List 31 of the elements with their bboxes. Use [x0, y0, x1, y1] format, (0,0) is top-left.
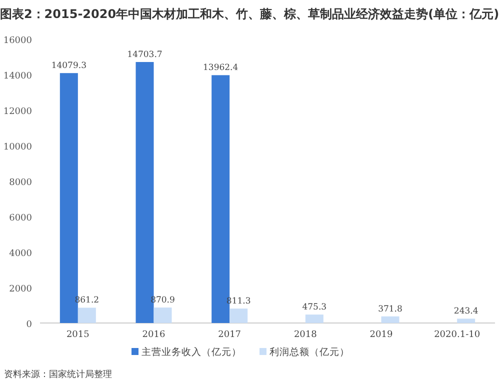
y-tick-label: 14000 — [3, 72, 32, 82]
data-label: 13962.4 — [203, 63, 238, 74]
data-label: 475.3 — [302, 302, 327, 313]
x-tick-label: 2016 — [142, 330, 166, 340]
x-tick-label: 2019 — [370, 330, 393, 340]
chart-title: 图表2：2015-2020年中国木材加工和木、竹、藤、棕、草制品业经济效益走势(单位：亿元) — [0, 7, 499, 21]
bar — [230, 308, 248, 323]
y-tick-label: 10000 — [3, 142, 32, 152]
bar — [154, 308, 172, 323]
data-label: 371.8 — [378, 304, 402, 314]
y-tick-label: 8000 — [9, 178, 32, 188]
legend-label: 主营业务收入（亿元） — [142, 346, 242, 358]
y-tick-label: 0 — [26, 320, 32, 330]
data-label: 243.4 — [454, 306, 478, 317]
y-tick-label: 16000 — [3, 36, 32, 46]
bar — [305, 314, 324, 323]
x-tick-label: 2015 — [66, 330, 90, 340]
bar — [457, 318, 476, 323]
bar — [78, 308, 96, 323]
x-tick-label: 2020.1-10 — [434, 330, 480, 340]
x-tick-label: 2018 — [294, 330, 318, 340]
y-tick-label: 6000 — [9, 214, 32, 224]
y-tick-label: 4000 — [9, 249, 32, 259]
y-tick-label: 2000 — [9, 284, 32, 294]
legend-label: 利润总额（亿元） — [270, 346, 350, 358]
bar — [381, 316, 400, 323]
data-label: 14703.7 — [127, 50, 162, 60]
x-tick-label: 2017 — [218, 330, 242, 340]
data-label: 14079.3 — [51, 61, 86, 72]
text: 资料来源：国家统计局整理 — [4, 369, 112, 380]
y-tick-label: 12000 — [3, 107, 32, 117]
